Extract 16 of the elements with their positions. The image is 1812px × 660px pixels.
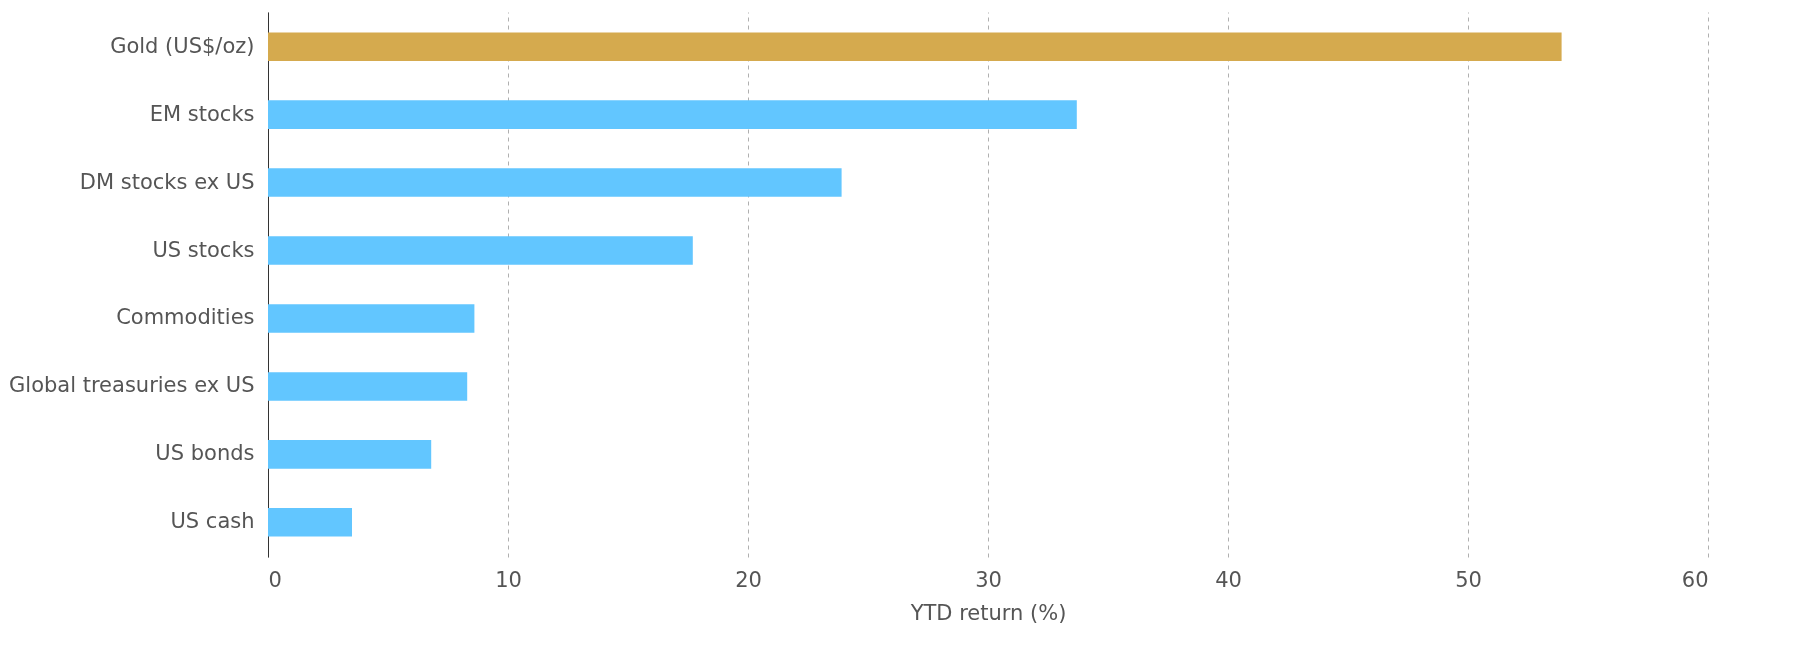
x-tick-label: 30 <box>975 567 1002 592</box>
x-tick-label: 20 <box>735 567 762 592</box>
x-tick-label: 50 <box>1455 567 1482 592</box>
y-tick-label: US stocks <box>152 237 255 262</box>
x-tick-label: 40 <box>1215 567 1242 592</box>
x-tick-label: 60 <box>1681 567 1709 592</box>
x-axis-title: YTD return (%) <box>909 600 1067 625</box>
x-tick-label: 0 <box>268 567 282 592</box>
x-tick-label: 10 <box>495 567 522 592</box>
y-tick-label: Gold (US$/oz) <box>110 33 255 58</box>
y-tick-label: US bonds <box>155 441 255 466</box>
y-tick-label: US cash <box>170 509 255 534</box>
y-tick-label: Commodities <box>116 305 255 330</box>
y-tick-label: EM stocks <box>149 101 255 126</box>
y-tick-label: DM stocks ex US <box>79 169 255 194</box>
y-tick-label: Global treasuries ex US <box>9 373 255 398</box>
